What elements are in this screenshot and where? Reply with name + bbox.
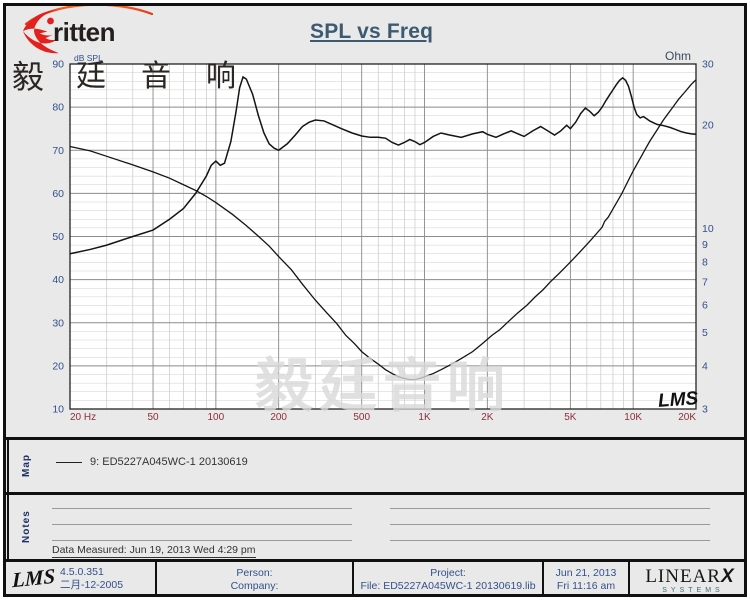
svg-text:70: 70 (52, 145, 64, 157)
svg-text:4: 4 (702, 360, 708, 372)
svg-text:廷: 廷 (76, 60, 106, 93)
svg-text:20: 20 (702, 119, 714, 131)
svg-text:响: 响 (206, 60, 236, 93)
svg-text:Ohm: Ohm (665, 49, 691, 63)
svg-text:30: 30 (52, 317, 64, 329)
svg-text:10K: 10K (624, 412, 642, 423)
svg-text:音: 音 (141, 60, 171, 93)
svg-text:50: 50 (52, 231, 64, 243)
svg-text:20K: 20K (678, 412, 696, 423)
svg-text:80: 80 (52, 102, 64, 114)
svg-text:100: 100 (208, 412, 225, 423)
svg-text:9: 9 (702, 239, 708, 251)
svg-text:5: 5 (702, 327, 708, 339)
svg-text:ritten: ritten (53, 17, 115, 47)
svg-text:毅廷音响: 毅廷音响 (255, 354, 511, 419)
svg-text:20 Hz: 20 Hz (70, 412, 96, 423)
svg-text:6: 6 (702, 300, 708, 312)
svg-text:LMS: LMS (657, 388, 699, 412)
svg-text:7: 7 (702, 277, 708, 289)
svg-text:30: 30 (702, 59, 714, 71)
svg-text:8: 8 (702, 257, 708, 269)
svg-text:5K: 5K (564, 412, 577, 423)
svg-text:40: 40 (52, 274, 64, 286)
svg-text:20: 20 (52, 360, 64, 372)
svg-text:60: 60 (52, 188, 64, 200)
svg-text:3: 3 (702, 404, 708, 416)
svg-text:90: 90 (52, 59, 64, 71)
svg-text:50: 50 (147, 412, 159, 423)
svg-text:10: 10 (52, 404, 64, 416)
svg-text:10: 10 (702, 223, 714, 235)
